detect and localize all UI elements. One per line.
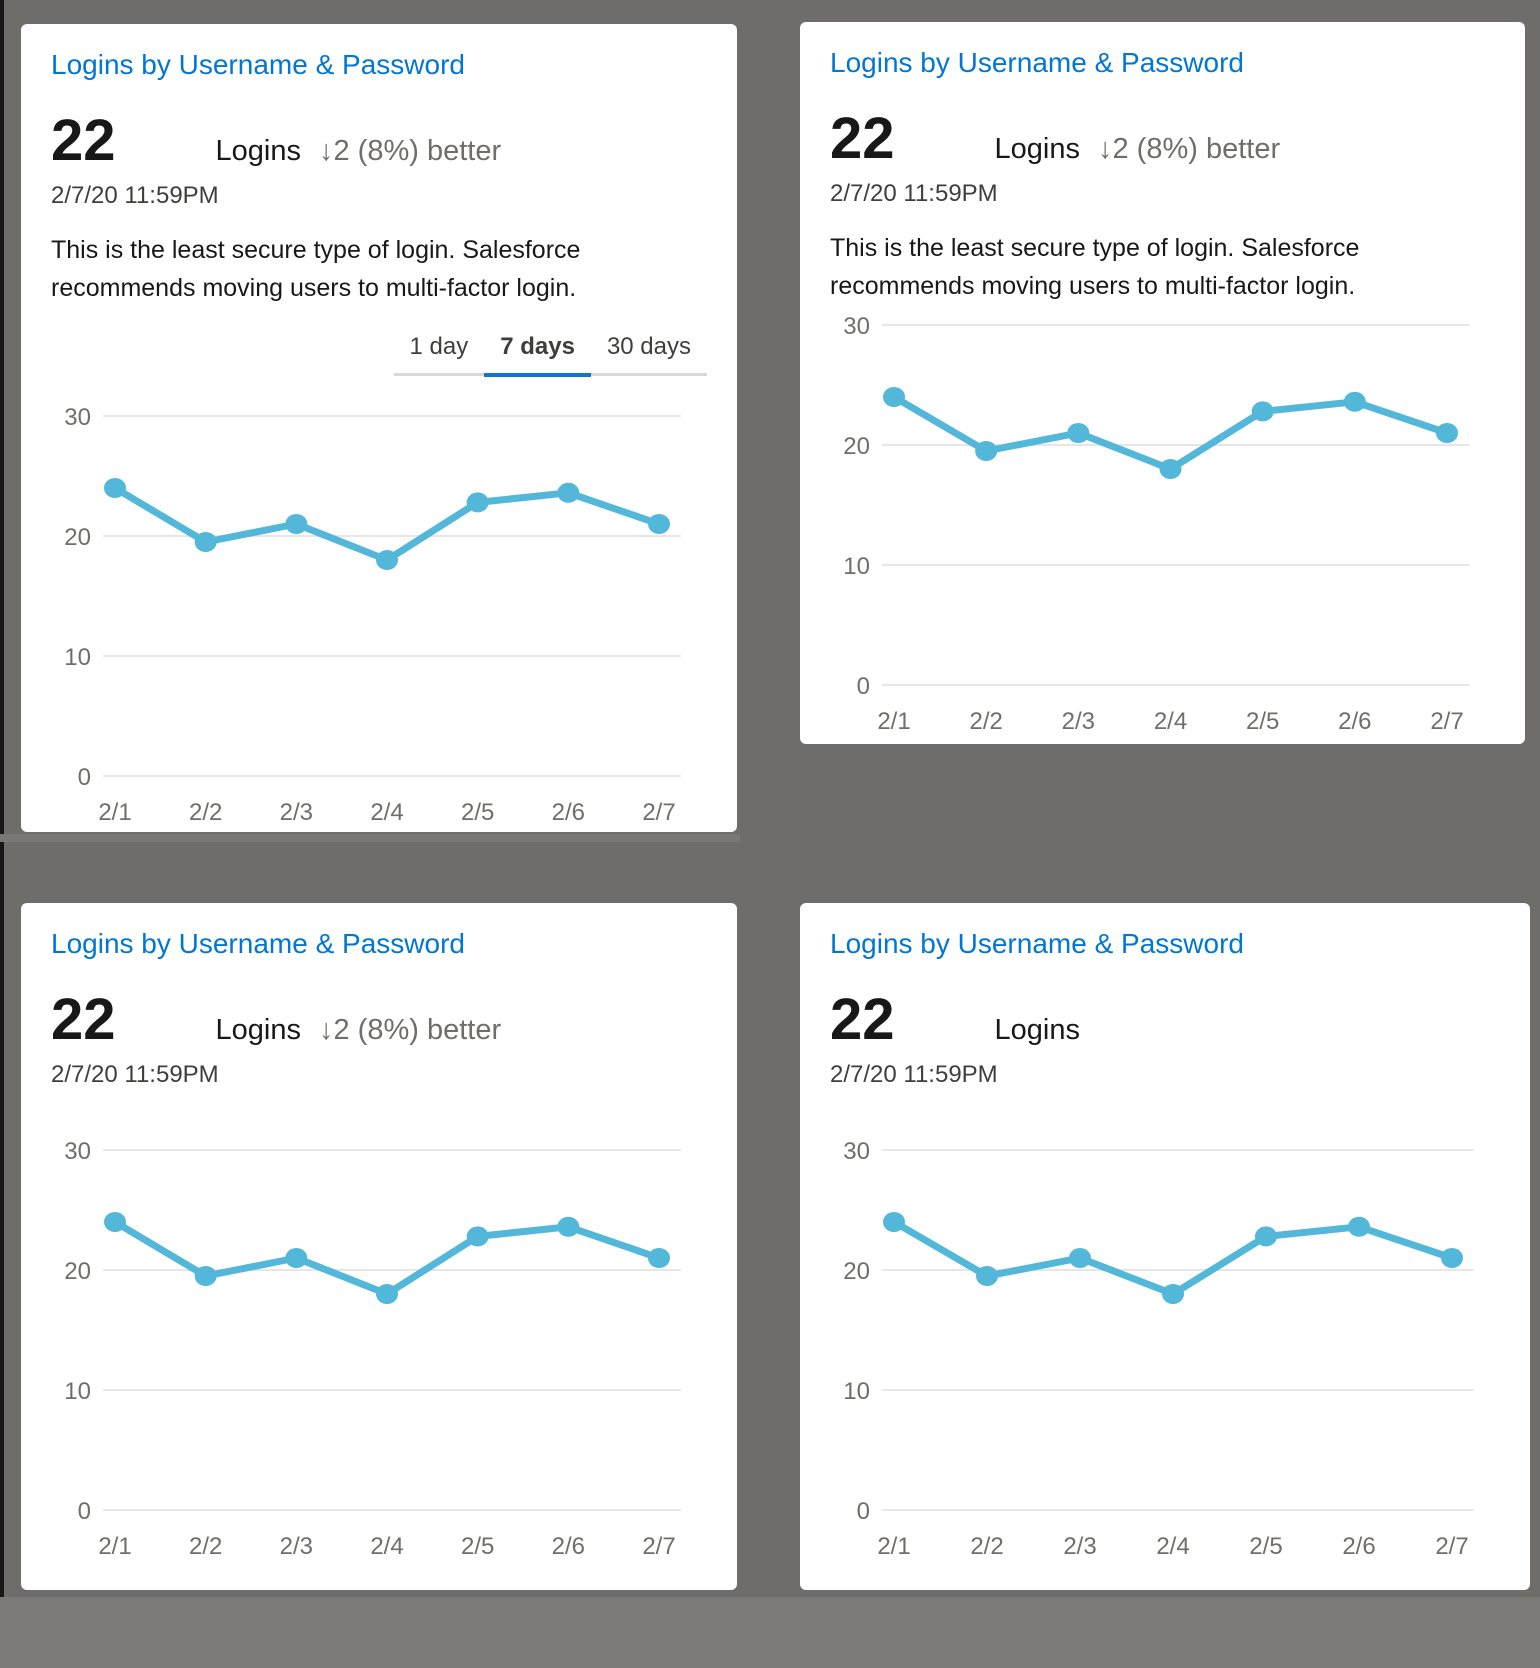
metric-row: 22 Logins ↓2 (8%) better xyxy=(51,987,707,1054)
metric-card-top-left: Logins by Username & Password 22 Logins … xyxy=(21,24,737,832)
metric-card-top-right: Logins by Username & Password 22 Logins … xyxy=(800,22,1525,744)
svg-text:2/3: 2/3 xyxy=(1062,708,1095,735)
svg-text:30: 30 xyxy=(843,313,870,340)
svg-text:2/3: 2/3 xyxy=(280,799,313,826)
logins-line-chart[interactable]: 30 20 10 0 2/1 2/2 2/3 2/4 2/5 2/6 2/7 xyxy=(830,1138,1500,1568)
svg-text:0: 0 xyxy=(857,673,870,700)
svg-text:2/7: 2/7 xyxy=(642,799,675,826)
metric-row: 22 Logins ↓2 (8%) better xyxy=(51,108,707,175)
svg-text:30: 30 xyxy=(843,1138,870,1165)
svg-text:2/1: 2/1 xyxy=(877,1533,910,1560)
chart-area: 30 20 10 0 2/1 2/2 2/3 2/4 2/5 2/6 2/7 xyxy=(830,1138,1500,1568)
delta-text: 2 (8%) better xyxy=(333,134,502,167)
svg-text:2/4: 2/4 xyxy=(1154,708,1187,735)
chart-area: 30 20 10 0 2/1 2/2 2/3 2/4 2/5 2/6 2/7 xyxy=(830,313,1495,743)
down-arrow-icon: ↓ xyxy=(1097,132,1113,165)
metric-row: 22 Logins xyxy=(830,987,1500,1054)
timestamp: 2/7/20 11:59PM xyxy=(51,1061,219,1089)
metric-row: 22 Logins ↓2 (8%) better xyxy=(830,106,1495,173)
chart-area: 30 20 10 0 2/1 2/2 2/3 2/4 2/5 2/6 2/7 xyxy=(51,1138,707,1568)
card-title-link[interactable]: Logins by Username & Password xyxy=(51,928,465,959)
svg-text:10: 10 xyxy=(843,553,870,580)
svg-text:20: 20 xyxy=(64,524,91,551)
svg-text:2/5: 2/5 xyxy=(461,799,494,826)
svg-text:30: 30 xyxy=(64,404,91,431)
svg-text:20: 20 xyxy=(64,1258,91,1285)
metric-delta: ↓2 (8%) better xyxy=(319,1014,501,1047)
svg-text:2/2: 2/2 xyxy=(189,1533,222,1560)
metric-delta: ↓2 (8%) better xyxy=(1098,133,1280,166)
card-title-link[interactable]: Logins by Username & Password xyxy=(830,928,1244,959)
svg-text:2/6: 2/6 xyxy=(1342,1533,1375,1560)
metric-label: Logins xyxy=(215,1013,301,1046)
svg-text:30: 30 xyxy=(64,1138,91,1165)
tab-7-days[interactable]: 7 days xyxy=(484,333,591,377)
down-arrow-icon: ↓ xyxy=(318,134,334,167)
svg-text:20: 20 xyxy=(843,1258,870,1285)
svg-text:2/1: 2/1 xyxy=(98,1533,131,1560)
card-title-link[interactable]: Logins by Username & Password xyxy=(830,47,1244,78)
metric-value: 22 xyxy=(51,986,116,1052)
description-text: This is the least secure type of login. … xyxy=(51,236,581,303)
metric-label: Logins xyxy=(215,134,301,167)
delta-text: 2 (8%) better xyxy=(1112,132,1281,165)
timestamp: 2/7/20 11:59PM xyxy=(830,180,998,208)
metric-label: Logins xyxy=(994,1013,1080,1046)
svg-text:2/5: 2/5 xyxy=(1249,1533,1282,1560)
svg-text:2/7: 2/7 xyxy=(1430,708,1463,735)
svg-text:2/1: 2/1 xyxy=(98,799,131,826)
svg-text:20: 20 xyxy=(843,433,870,460)
screen-left-edge-strip xyxy=(0,0,4,1597)
svg-text:2/4: 2/4 xyxy=(370,799,403,826)
svg-text:2/7: 2/7 xyxy=(642,1533,675,1560)
svg-text:10: 10 xyxy=(843,1378,870,1405)
svg-text:2/2: 2/2 xyxy=(969,708,1002,735)
svg-text:2/3: 2/3 xyxy=(1063,1533,1096,1560)
tab-1-day[interactable]: 1 day xyxy=(393,333,485,376)
down-arrow-icon: ↓ xyxy=(318,1013,334,1046)
timestamp: 2/7/20 11:59PM xyxy=(830,1061,998,1089)
metric-delta: ↓2 (8%) better xyxy=(319,135,501,168)
screenshot-seam-line xyxy=(0,834,740,842)
metric-value: 22 xyxy=(830,986,895,1052)
delta-text: 2 (8%) better xyxy=(333,1013,502,1046)
metric-card-bottom-right: Logins by Username & Password 22 Logins … xyxy=(800,903,1530,1590)
svg-text:0: 0 xyxy=(857,1498,870,1525)
svg-text:2/4: 2/4 xyxy=(1156,1533,1189,1560)
svg-text:2/6: 2/6 xyxy=(552,799,585,826)
metric-card-bottom-left: Logins by Username & Password 22 Logins … xyxy=(21,903,737,1590)
svg-text:2/2: 2/2 xyxy=(189,799,222,826)
svg-text:10: 10 xyxy=(64,644,91,671)
svg-text:2/1: 2/1 xyxy=(877,708,910,735)
svg-text:2/2: 2/2 xyxy=(970,1533,1003,1560)
date-range-tabs: 1 day 7 days 30 days xyxy=(51,333,707,377)
svg-text:2/4: 2/4 xyxy=(370,1533,403,1560)
svg-text:10: 10 xyxy=(64,1378,91,1405)
logins-line-chart[interactable]: 30 20 10 0 2/1 2/2 2/3 2/4 2/5 2/6 2/7 xyxy=(830,313,1495,743)
svg-text:2/6: 2/6 xyxy=(1338,708,1371,735)
timestamp: 2/7/20 11:59PM xyxy=(51,182,219,210)
metric-label: Logins xyxy=(994,132,1080,165)
logins-line-chart[interactable]: 30 20 10 0 2/1 2/2 2/3 2/4 2/5 2/6 2/7 xyxy=(51,404,707,832)
metric-value: 22 xyxy=(51,107,116,173)
screen-bottom-band xyxy=(0,1597,1540,1668)
svg-text:2/6: 2/6 xyxy=(552,1533,585,1560)
card-title-link[interactable]: Logins by Username & Password xyxy=(51,49,465,80)
svg-text:2/7: 2/7 xyxy=(1435,1533,1468,1560)
tab-30-days[interactable]: 30 days xyxy=(590,333,707,376)
svg-text:2/5: 2/5 xyxy=(461,1533,494,1560)
logins-line-chart[interactable]: 30 20 10 0 2/1 2/2 2/3 2/4 2/5 2/6 2/7 xyxy=(51,1138,707,1568)
chart-area: 30 20 10 0 2/1 2/2 2/3 2/4 2/5 2/6 2/7 xyxy=(51,404,707,832)
svg-text:0: 0 xyxy=(78,1498,91,1525)
metric-value: 22 xyxy=(830,105,895,171)
svg-text:0: 0 xyxy=(78,764,91,791)
svg-text:2/5: 2/5 xyxy=(1246,708,1279,735)
svg-text:2/3: 2/3 xyxy=(280,1533,313,1560)
description-text: This is the least secure type of login. … xyxy=(830,234,1360,301)
